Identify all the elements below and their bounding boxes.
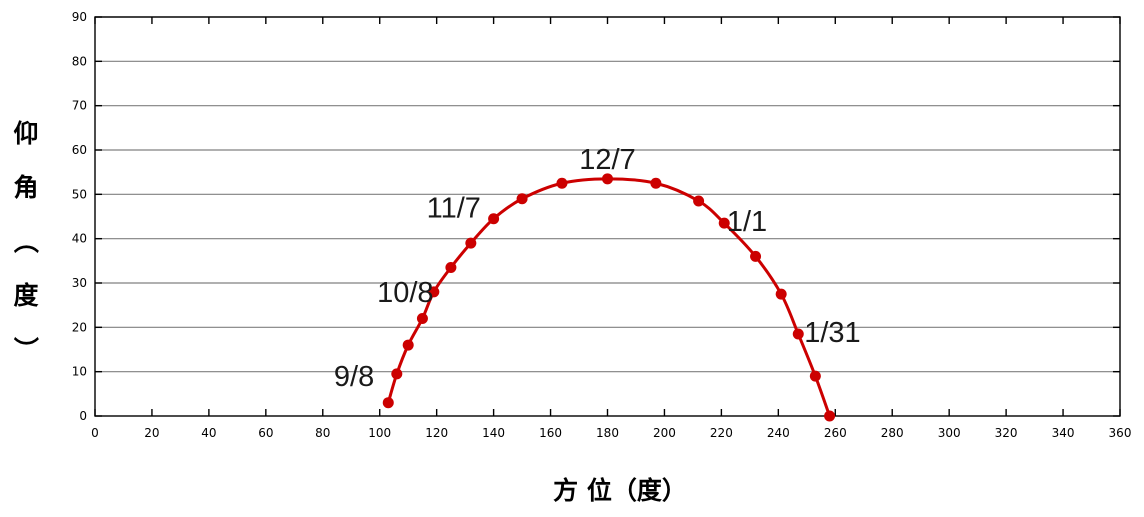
y-axis-title-char-2: 角 [13, 173, 38, 202]
data-point [445, 261, 457, 273]
x-tick-label: 240 [767, 426, 790, 440]
date-annotation: 1/31 [804, 317, 860, 349]
x-tick-label: 220 [710, 426, 733, 440]
date-annotation: 9/8 [334, 361, 374, 393]
y-tick-label: 70 [72, 99, 87, 113]
data-point [718, 217, 730, 229]
x-tick-label: 180 [596, 426, 619, 440]
y-tick-label: 50 [72, 187, 87, 201]
date-annotation: 10/8 [377, 277, 433, 309]
axes: 0 20 40 60 80 100 120 140 160 180 200 220 240 260 280 3… [72, 10, 1132, 440]
data-point [809, 370, 821, 382]
data-point [382, 397, 394, 409]
x-tick-label: 340 [1052, 426, 1075, 440]
y-axis-title-char-5: ） [11, 336, 40, 361]
date-annotation: 12/7 [579, 144, 635, 176]
date-annotation: 11/7 [427, 193, 481, 225]
y-tick-label: 0 [79, 409, 87, 423]
x-tick-label: 160 [539, 426, 562, 440]
data-point [428, 286, 440, 298]
x-tick-label: 20 [144, 426, 159, 440]
date-annotation: 1/1 [727, 206, 767, 238]
x-tick-label: 80 [315, 426, 330, 440]
data-points [382, 173, 836, 422]
x-tick-label: 360 [1109, 426, 1132, 440]
x-tick-label: 200 [653, 426, 676, 440]
y-tick-label: 20 [72, 320, 87, 334]
x-tick-label: 60 [258, 426, 273, 440]
data-point [391, 368, 403, 380]
annotations: 9/8 10/8 11/7 12/7 1/1 1/31 [334, 144, 861, 393]
y-axis-title-char-1: 仰 [13, 119, 38, 148]
y-tick-label: 40 [72, 232, 87, 246]
x-tick-label: 320 [995, 426, 1018, 440]
x-tick-label: 120 [425, 426, 448, 440]
x-tick-label: 100 [368, 426, 391, 440]
x-tick-label: 260 [824, 426, 847, 440]
y-axis-title-char-4: 度 [13, 281, 38, 310]
x-tick-label: 280 [881, 426, 904, 440]
data-point [556, 177, 568, 189]
data-point [465, 237, 477, 249]
data-point [792, 328, 804, 340]
data-point [824, 410, 836, 422]
data-point [416, 312, 428, 324]
y-tick-label: 10 [72, 365, 87, 379]
x-tick-label: 40 [201, 426, 216, 440]
data-point [602, 173, 613, 185]
data-point [693, 195, 705, 207]
y-tick-label: 90 [72, 10, 87, 24]
plot-frame [94, 16, 1121, 417]
y-tick-label: 30 [72, 276, 87, 290]
data-point [750, 250, 762, 262]
y-tick-label: 80 [72, 54, 87, 68]
data-point [650, 177, 662, 189]
grid-lines [95, 16, 1120, 373]
data-point [516, 193, 528, 205]
y-tick-label: 60 [72, 143, 87, 157]
data-point [488, 213, 500, 225]
x-axis-title: 方 位（度） [553, 476, 687, 505]
x-tick-label: 140 [482, 426, 505, 440]
data-point [402, 339, 414, 351]
y-axis-title-char-3: （ [11, 228, 40, 253]
x-tick-label: 300 [938, 426, 961, 440]
x-tick-label: 0 [91, 426, 99, 440]
data-point [775, 288, 787, 300]
